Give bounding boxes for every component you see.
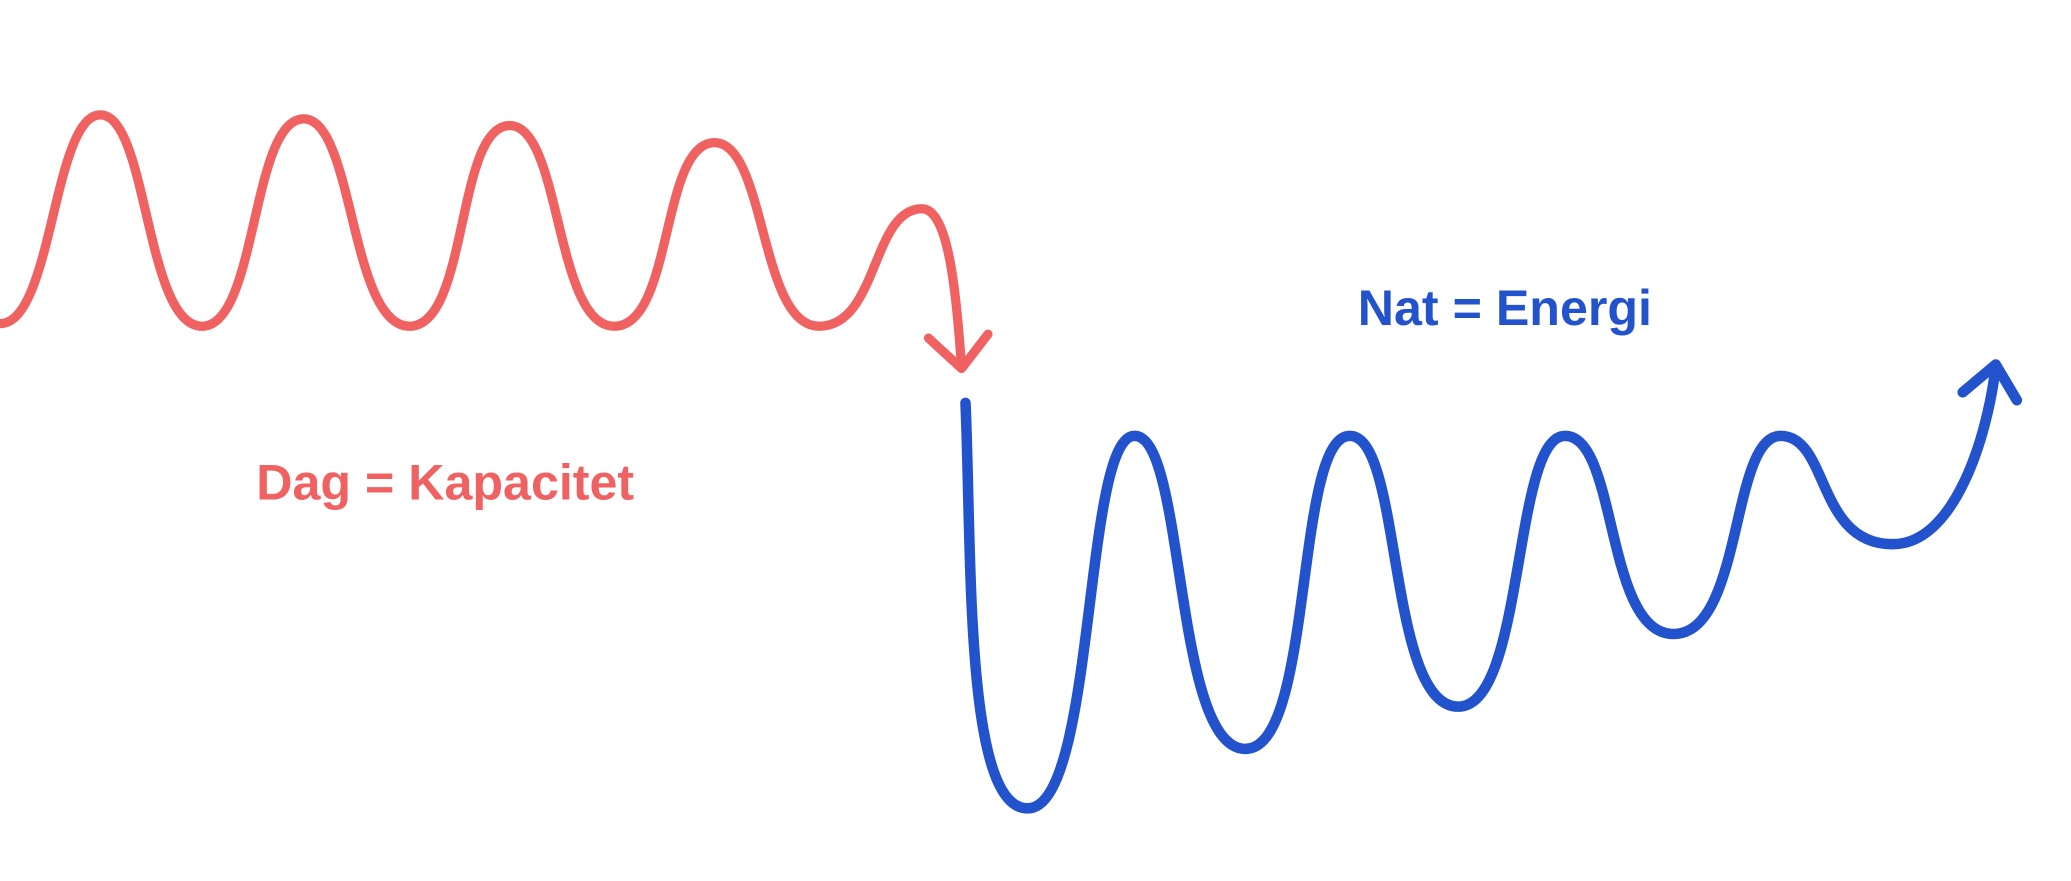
day-wave: [0, 110, 993, 374]
day-wave-line: [0, 110, 967, 372]
night-label: Nat = Energi: [1358, 280, 1652, 336]
day-label: Dag = Kapacitet: [256, 454, 634, 510]
night-wave: [960, 359, 2023, 814]
night-arrowhead-icon: [1957, 359, 2023, 406]
day-arrowhead-icon: [923, 329, 993, 374]
night-wave-line: [960, 360, 2001, 814]
